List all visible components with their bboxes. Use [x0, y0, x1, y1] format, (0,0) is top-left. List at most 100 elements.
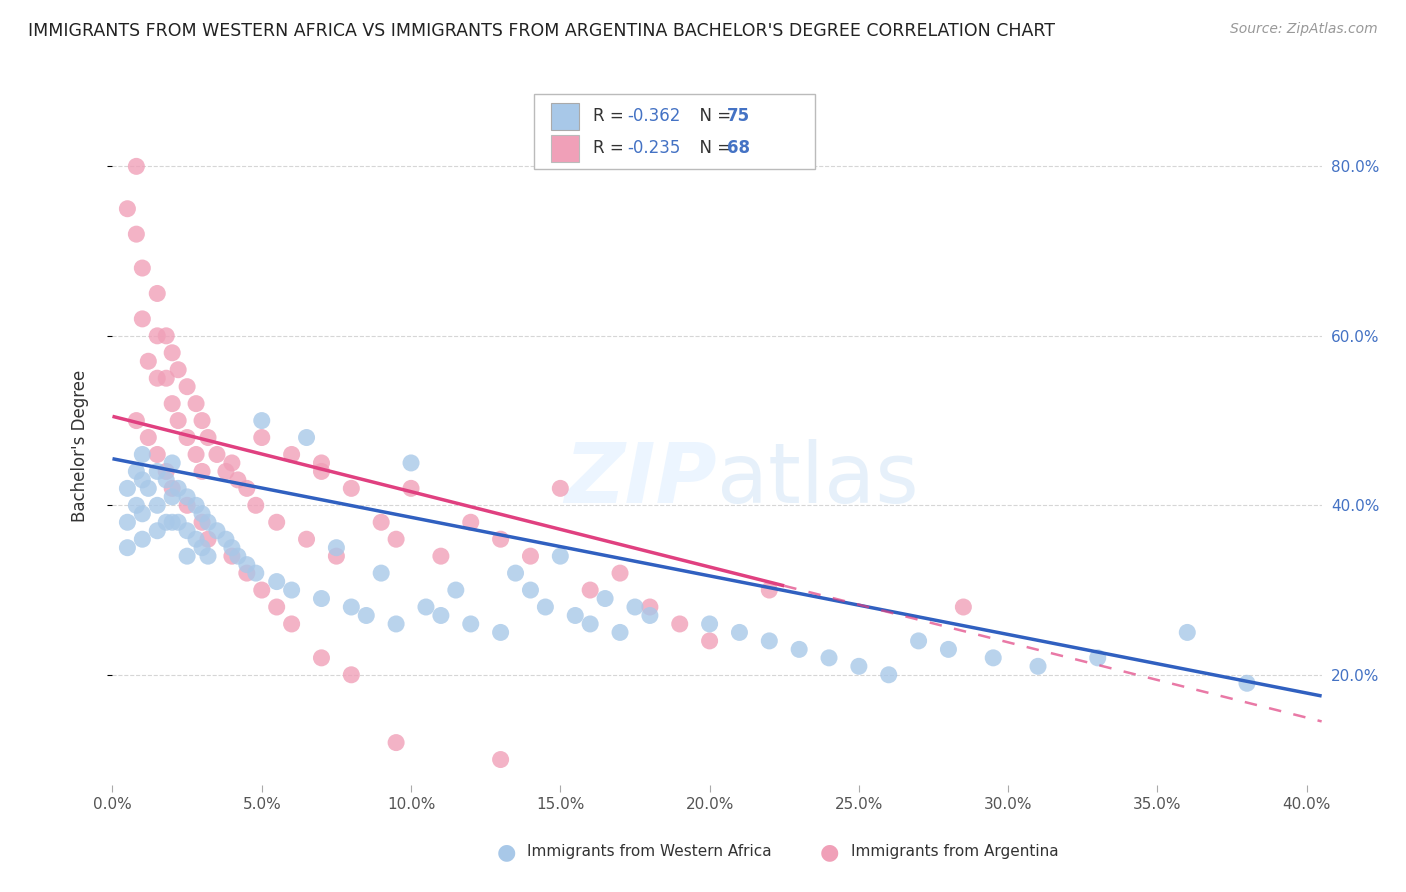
Point [146, 498, 169, 512]
Point [340, 599, 363, 614]
Point [699, 617, 721, 632]
Point [215, 464, 238, 478]
Text: ●: ● [496, 842, 516, 862]
Point [250, 413, 273, 427]
Point [167, 362, 190, 376]
Point [593, 591, 616, 606]
Point [136, 481, 159, 495]
Text: atlas: atlas [717, 440, 918, 520]
Point [519, 583, 541, 598]
Point [295, 430, 318, 444]
Point [125, 227, 148, 241]
Point [489, 532, 512, 546]
Point [848, 659, 870, 673]
Text: 75: 75 [727, 107, 749, 126]
Point [280, 583, 302, 598]
Point [550, 549, 572, 564]
Point [311, 591, 333, 606]
Point [877, 667, 900, 681]
Point [236, 558, 259, 572]
Point [160, 515, 183, 529]
Point [460, 617, 482, 632]
Point [205, 524, 228, 538]
Point [184, 498, 207, 512]
Point [266, 515, 288, 529]
Point [758, 583, 780, 598]
Point [146, 371, 169, 385]
Point [146, 447, 169, 462]
Y-axis label: Bachelor's Degree: Bachelor's Degree [70, 370, 89, 522]
Point [250, 430, 273, 444]
Point [311, 464, 333, 478]
Point [117, 541, 139, 555]
Point [160, 481, 183, 495]
Text: Immigrants from Western Africa: Immigrants from Western Africa [527, 845, 772, 859]
Text: N =: N = [689, 139, 737, 157]
Point [370, 515, 392, 529]
Point [489, 753, 512, 767]
Point [167, 515, 190, 529]
Point [340, 481, 363, 495]
Point [167, 413, 190, 427]
Point [176, 490, 198, 504]
Point [430, 549, 453, 564]
Point [184, 396, 207, 410]
Point [1087, 651, 1109, 665]
Point [787, 642, 810, 657]
Point [245, 498, 267, 512]
Point [236, 566, 259, 580]
Text: ZIP: ZIP [564, 440, 717, 520]
Point [136, 354, 159, 368]
Point [579, 617, 602, 632]
Text: N =: N = [689, 107, 737, 126]
Point [131, 507, 153, 521]
Point [415, 599, 437, 614]
Point [125, 413, 148, 427]
Point [489, 625, 512, 640]
Point [236, 481, 259, 495]
Point [444, 583, 467, 598]
Point [758, 633, 780, 648]
Point [699, 633, 721, 648]
Point [117, 515, 139, 529]
Text: IMMIGRANTS FROM WESTERN AFRICA VS IMMIGRANTS FROM ARGENTINA BACHELOR'S DEGREE CO: IMMIGRANTS FROM WESTERN AFRICA VS IMMIGR… [28, 22, 1054, 40]
Point [519, 549, 541, 564]
Point [226, 473, 249, 487]
Point [146, 286, 169, 301]
Point [430, 608, 453, 623]
Point [197, 549, 219, 564]
Point [197, 532, 219, 546]
Point [534, 599, 557, 614]
Point [266, 574, 288, 589]
Point [311, 651, 333, 665]
Point [505, 566, 527, 580]
Point [131, 473, 153, 487]
Point [160, 345, 183, 359]
Point [325, 549, 347, 564]
Point [609, 566, 631, 580]
Point [325, 541, 347, 555]
Point [245, 566, 267, 580]
Point [280, 617, 302, 632]
Point [1026, 659, 1049, 673]
Point [155, 515, 177, 529]
Point [176, 430, 198, 444]
Point [221, 541, 243, 555]
Point [197, 515, 219, 529]
Point [155, 473, 177, 487]
Point [638, 599, 661, 614]
Point [191, 464, 214, 478]
Point [579, 583, 602, 598]
Point [266, 599, 288, 614]
Point [155, 328, 177, 343]
Point [370, 566, 392, 580]
Point [215, 532, 238, 546]
Point [176, 549, 198, 564]
Point [125, 498, 148, 512]
Point [125, 159, 148, 173]
Text: Source: ZipAtlas.com: Source: ZipAtlas.com [1230, 22, 1378, 37]
Point [205, 447, 228, 462]
Point [638, 608, 661, 623]
Point [399, 481, 422, 495]
Point [160, 490, 183, 504]
